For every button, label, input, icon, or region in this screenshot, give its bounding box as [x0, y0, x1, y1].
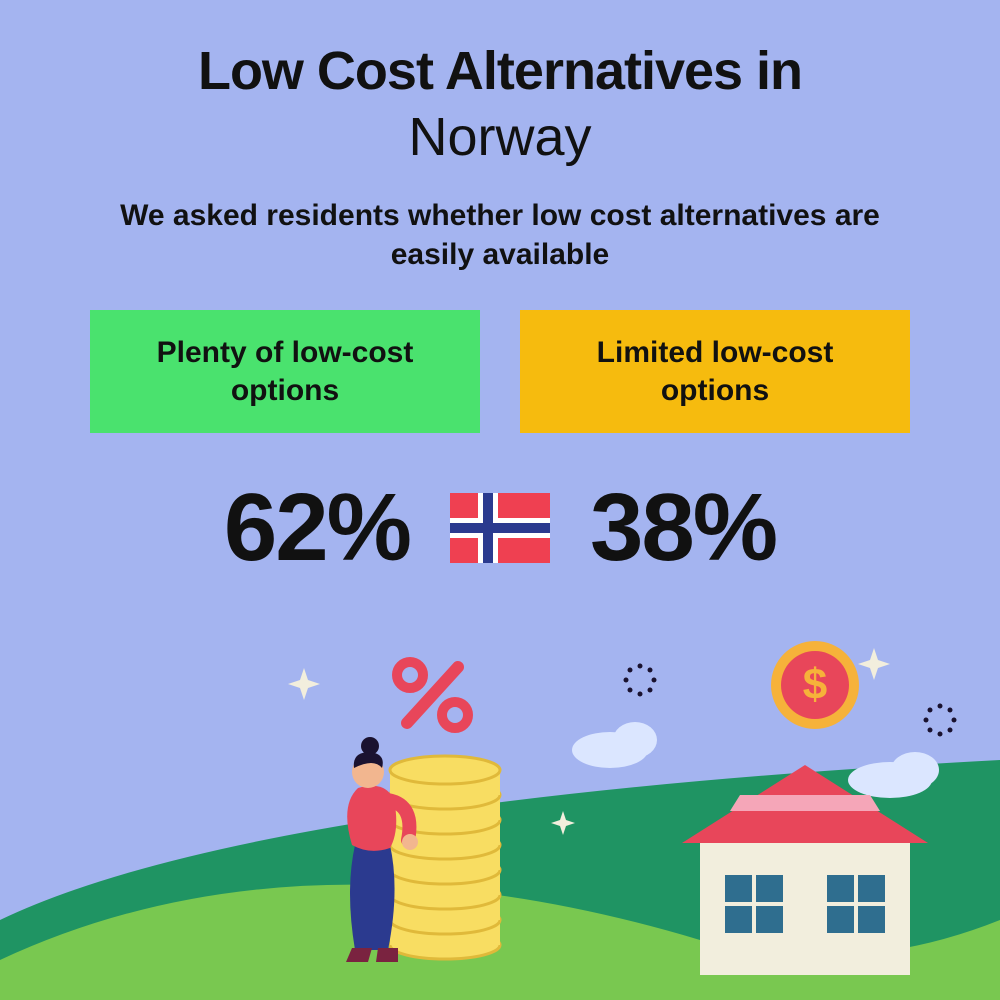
title-line-1: Low Cost Alternatives in — [60, 40, 940, 102]
limited-box: Limited low-cost options — [520, 310, 910, 433]
plenty-box: Plenty of low-cost options — [90, 310, 480, 433]
left-percentage: 62% — [224, 473, 410, 583]
subtitle: We asked residents whether low cost alte… — [120, 196, 880, 274]
svg-text:$: $ — [803, 660, 827, 709]
option-boxes: Plenty of low-cost options Limited low-c… — [60, 310, 940, 433]
title-line-2: Norway — [60, 106, 940, 168]
norway-flag-icon — [450, 493, 550, 563]
right-percentage: 38% — [590, 473, 776, 583]
dollar-coin-icon: $ — [771, 641, 859, 729]
coin-stack-icon — [390, 756, 500, 959]
stats-row: 62% 38% — [60, 473, 940, 583]
percent-icon — [397, 662, 468, 728]
illustration-scene: $ — [0, 620, 1000, 1000]
